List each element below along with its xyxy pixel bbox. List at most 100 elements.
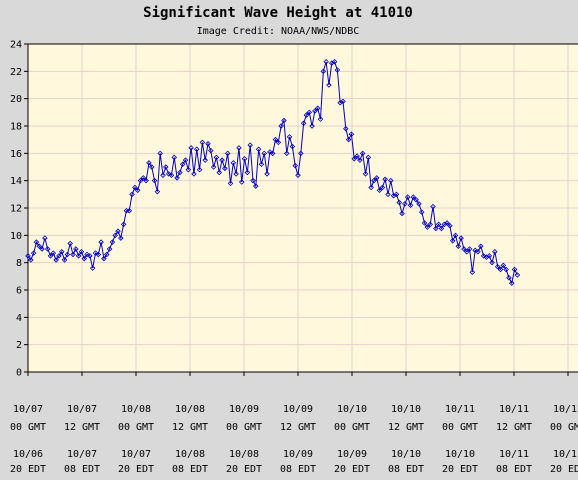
x-tick-label: 10/10 bbox=[337, 404, 367, 415]
data-point bbox=[47, 253, 54, 259]
data-point bbox=[238, 179, 245, 185]
data-point bbox=[188, 145, 194, 151]
data-point bbox=[475, 248, 481, 255]
data-point bbox=[255, 146, 262, 152]
data-point bbox=[75, 253, 82, 259]
x-tick-local-label: 20 EDT bbox=[442, 464, 478, 475]
x-tick-local-label: 20 EDT bbox=[226, 464, 262, 475]
data-point bbox=[359, 150, 366, 157]
y-tick-label: 10 bbox=[10, 231, 22, 242]
data-point bbox=[61, 257, 68, 263]
data-point bbox=[289, 143, 296, 150]
y-tick-label: 4 bbox=[16, 313, 22, 324]
data-point bbox=[424, 224, 431, 230]
data-point bbox=[382, 176, 388, 183]
data-point bbox=[314, 105, 321, 111]
x-tick-label: 12 GMT bbox=[280, 422, 316, 433]
data-point bbox=[50, 250, 57, 256]
data-point bbox=[354, 153, 360, 159]
data-point bbox=[407, 202, 414, 209]
data-point bbox=[154, 188, 161, 195]
data-point bbox=[410, 194, 417, 200]
data-point bbox=[95, 251, 102, 258]
data-point bbox=[427, 221, 433, 228]
data-point bbox=[472, 247, 478, 254]
data-point bbox=[286, 134, 293, 140]
data-point bbox=[508, 280, 515, 286]
data-point bbox=[269, 150, 276, 157]
x-tick-label: 00 GMT bbox=[118, 422, 154, 433]
data-point bbox=[247, 142, 253, 148]
data-point bbox=[320, 68, 327, 75]
data-point bbox=[174, 175, 180, 181]
data-point bbox=[205, 141, 211, 147]
data-point bbox=[295, 172, 301, 178]
data-point bbox=[106, 246, 113, 252]
data-point bbox=[98, 239, 104, 245]
x-tick-label: 10/09 bbox=[283, 404, 313, 415]
data-point bbox=[81, 255, 88, 262]
x-tick-label: 12 GMT bbox=[172, 422, 208, 433]
data-point bbox=[388, 177, 394, 184]
data-point bbox=[317, 116, 324, 122]
data-point bbox=[258, 161, 265, 168]
data-point bbox=[503, 266, 509, 273]
data-point bbox=[506, 274, 512, 281]
data-point bbox=[261, 150, 268, 157]
data-point bbox=[244, 169, 251, 176]
data-point bbox=[278, 123, 284, 129]
data-point bbox=[118, 235, 124, 241]
x-tick-local-label: 20 EDT bbox=[334, 464, 370, 475]
data-point bbox=[227, 180, 234, 187]
data-point bbox=[25, 253, 31, 259]
data-point bbox=[351, 156, 358, 162]
data-point bbox=[191, 171, 197, 177]
data-point bbox=[348, 131, 355, 137]
data-point bbox=[385, 191, 391, 198]
data-point bbox=[233, 171, 239, 177]
data-point bbox=[365, 154, 372, 161]
x-tick-label: 10/12 bbox=[553, 404, 578, 415]
data-point bbox=[449, 238, 456, 244]
data-point bbox=[421, 220, 428, 226]
data-point bbox=[373, 175, 380, 181]
y-tick-label: 14 bbox=[10, 176, 22, 187]
x-tick-local-label: 10/06 bbox=[13, 449, 43, 460]
data-point bbox=[343, 125, 349, 132]
x-tick-local-label: 08 EDT bbox=[172, 464, 208, 475]
x-tick-local-label: 08 EDT bbox=[388, 464, 424, 475]
x-tick-local-label: 10/10 bbox=[445, 449, 475, 460]
data-point bbox=[129, 191, 135, 198]
data-point bbox=[67, 240, 73, 247]
data-point bbox=[137, 177, 144, 184]
data-point bbox=[345, 136, 352, 143]
y-tick-label: 12 bbox=[10, 204, 22, 215]
data-point bbox=[70, 251, 76, 258]
data-point bbox=[210, 164, 217, 170]
data-point bbox=[469, 269, 476, 275]
data-point bbox=[444, 220, 450, 226]
data-point bbox=[298, 150, 304, 157]
data-point bbox=[103, 251, 110, 258]
data-point bbox=[112, 232, 118, 239]
data-point bbox=[241, 156, 248, 162]
data-point bbox=[430, 203, 436, 210]
data-point bbox=[28, 257, 34, 263]
data-point bbox=[402, 201, 408, 207]
data-point bbox=[78, 248, 85, 255]
data-point bbox=[101, 255, 107, 262]
x-tick-label: 12 GMT bbox=[496, 422, 532, 433]
data-point bbox=[435, 221, 442, 228]
data-point bbox=[168, 172, 175, 178]
chart-subtitle: Image Credit: NOAA/NWS/NDBC bbox=[197, 26, 360, 37]
chart-title: Significant Wave Height at 41010 bbox=[143, 5, 413, 21]
data-point bbox=[452, 232, 459, 239]
x-tick-local-label: 10/08 bbox=[229, 449, 259, 460]
y-tick-label: 8 bbox=[16, 258, 22, 269]
data-point bbox=[179, 161, 186, 168]
data-point bbox=[497, 266, 504, 273]
data-point bbox=[399, 210, 405, 217]
data-point bbox=[202, 157, 208, 163]
data-point bbox=[306, 109, 313, 116]
